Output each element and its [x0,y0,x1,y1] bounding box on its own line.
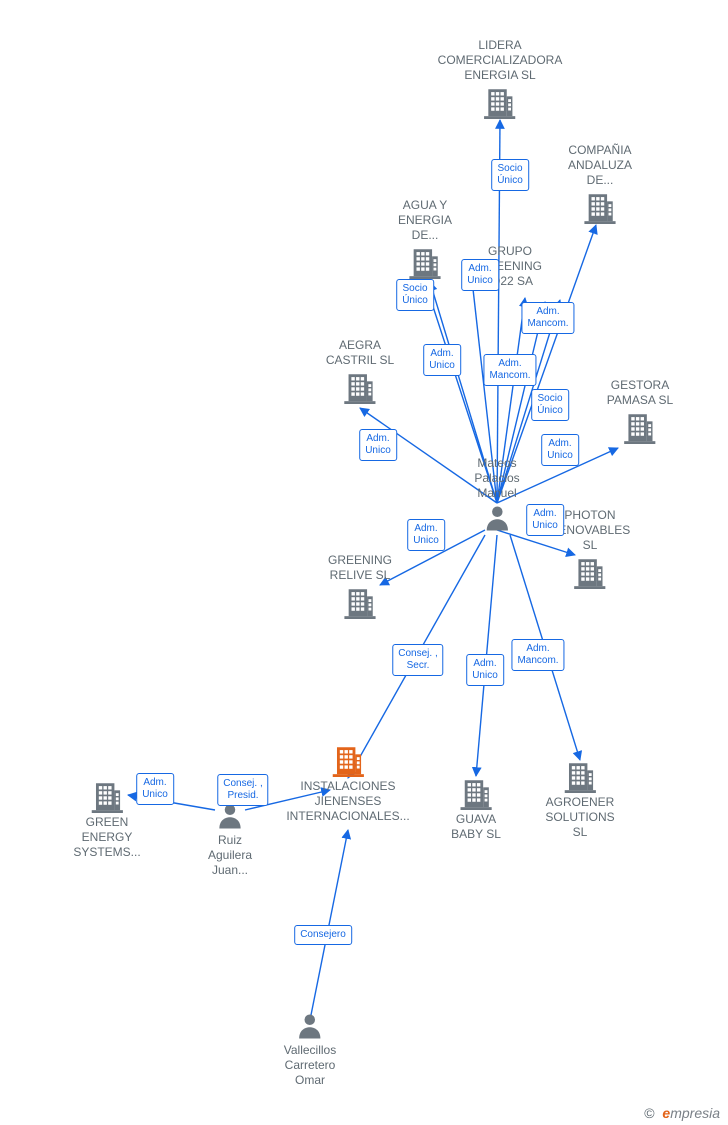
building-icon [623,410,657,444]
edge-label: Adm.Unico [359,429,397,461]
edge-label: Adm.Unico [136,773,174,805]
edge-label: SocioÚnico [491,159,529,191]
person-icon [295,1011,325,1041]
edge [497,120,500,503]
node-label: AEGRACASTRIL SL [326,338,394,368]
edge [128,795,215,810]
node-label: AGROENERSOLUTIONSSL [545,795,614,840]
node-inst[interactable]: INSTALACIONESJIENENSESINTERNACIONALES... [286,743,409,824]
node-green[interactable]: GREENENERGYSYSTEMS... [73,779,140,860]
edge [476,535,497,776]
edge [310,830,348,1020]
node-guava[interactable]: GUAVABABY SL [451,776,501,842]
copyright-symbol: © [644,1105,654,1121]
edge-label: Adm.Mancom. [521,302,574,334]
node-label: MateosPalaciosManuel [474,456,519,501]
node-label: GUAVABABY SL [451,812,501,842]
node-label: COMPAÑIAANDALUZADE... [568,143,632,188]
edge-label: Adm.Unico [466,654,504,686]
edge-label: Adm.Unico [423,344,461,376]
node-label: PHOTONRENOVABLESSL [550,508,630,553]
edge-label: Consejero [294,925,352,945]
building-icon [90,779,124,813]
diagram-stage: LIDERACOMERCIALIZADORAENERGIA SL COMPAÑI… [0,0,728,1125]
person-icon [215,801,245,831]
node-lidera[interactable]: LIDERACOMERCIALIZADORAENERGIA SL [438,36,563,119]
node-agroener[interactable]: AGROENERSOLUTIONSSL [545,759,614,840]
node-label: VallecillosCarreteroOmar [284,1043,336,1088]
node-label: GREENENERGYSYSTEMS... [73,815,140,860]
node-gestora[interactable]: GESTORAPAMASA SL [607,376,673,444]
building-icon [563,759,597,793]
node-photon[interactable]: PHOTONRENOVABLESSL [550,506,630,589]
building-icon [583,190,617,224]
edge-label: SocioÚnico [396,279,434,311]
node-label: LIDERACOMERCIALIZADORAENERGIA SL [438,38,563,83]
node-label: INSTALACIONESJIENENSESINTERNACIONALES... [286,779,409,824]
node-valle[interactable]: VallecillosCarreteroOmar [284,1011,336,1088]
brand-rest: mpresia [670,1105,720,1121]
node-ruiz[interactable]: RuizAguileraJuan... [208,801,252,878]
node-label: GRUPOGREENING2022 SA [478,244,542,289]
edge [380,530,485,585]
person-icon [482,503,512,533]
node-grupo[interactable]: GRUPOGREENING2022 SA [478,242,542,289]
edge-label: Consej. ,Secr. [392,644,443,676]
building-icon [331,743,365,777]
edge-label: Adm.Unico [541,434,579,466]
node-aegra[interactable]: AEGRACASTRIL SL [326,336,394,404]
node-mateos[interactable]: MateosPalaciosManuel [474,454,519,533]
building-icon [408,245,442,279]
node-label: RuizAguileraJuan... [208,833,252,878]
building-icon [483,85,517,119]
edge-label: Adm.Mancom. [511,639,564,671]
node-label: GESTORAPAMASA SL [607,378,673,408]
node-compania[interactable]: COMPAÑIAANDALUZADE... [568,141,632,224]
edge-label: SocioÚnico [531,389,569,421]
building-icon [343,585,377,619]
node-greening[interactable]: GREENINGRELIVE SL [328,551,392,619]
edge-label: Adm.Mancom. [483,354,536,386]
node-label: AGUA YENERGIADE... [398,198,452,243]
building-icon [573,555,607,589]
node-label: GREENINGRELIVE SL [328,553,392,583]
building-icon [459,776,493,810]
watermark: © empresia [644,1105,720,1121]
node-agua[interactable]: AGUA YENERGIADE... [398,196,452,279]
edge-label: Adm.Unico [407,519,445,551]
building-icon [343,370,377,404]
